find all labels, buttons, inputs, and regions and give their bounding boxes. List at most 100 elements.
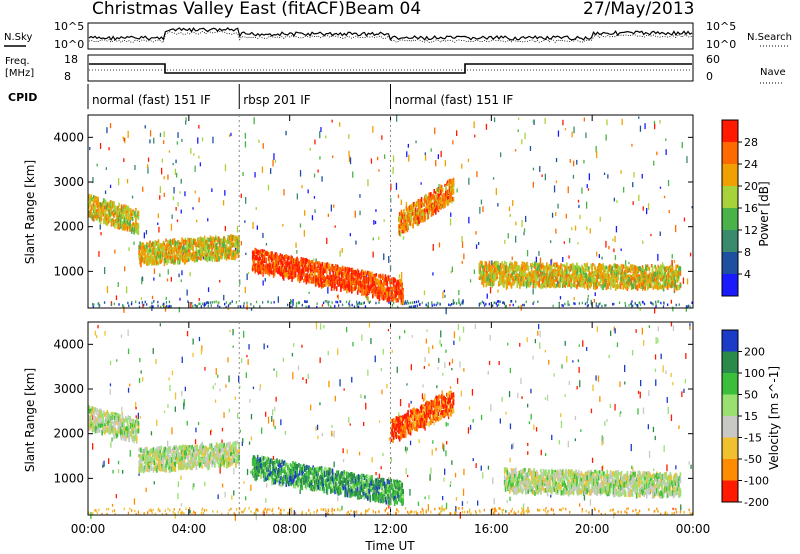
power-scatter-point: [504, 239, 506, 244]
power-band-cell: [531, 262, 534, 268]
power-scatter-point: [219, 279, 221, 283]
power-ground-scatter: [562, 304, 564, 307]
power-band-cell: [211, 252, 214, 258]
power-ground-scatter: [652, 303, 654, 306]
power-band-cell: [177, 256, 179, 261]
power-band-cell: [108, 202, 110, 208]
power-band-cell: [261, 254, 264, 260]
power-ground-scatter: [326, 300, 328, 303]
power-band-cell: [293, 269, 295, 275]
power-scatter-point: [108, 147, 110, 151]
power-scatter-point: [224, 190, 226, 196]
power-band-cell: [137, 223, 140, 229]
velocity-scatter-point: [217, 494, 219, 500]
power-scatter-point: [686, 278, 689, 285]
power-band-cell: [232, 234, 235, 240]
power-band-cell: [278, 267, 281, 274]
velocity-scatter-point: [221, 439, 223, 444]
power-band-cell: [558, 282, 561, 287]
power-band-cell: [663, 278, 666, 283]
power-band-cell: [613, 269, 615, 274]
power-ground-scatter: [341, 303, 344, 307]
power-colorbar-swatch: [722, 274, 738, 297]
power-band-cell: [314, 261, 317, 267]
power-band-cell: [177, 245, 180, 251]
power-scatter-point: [576, 159, 578, 165]
power-scatter-point: [176, 219, 179, 222]
power-band-cell: [446, 189, 449, 195]
power-band-cell: [326, 274, 329, 280]
power-band-cell: [303, 264, 305, 268]
power-band-cell: [267, 268, 270, 274]
power-band-cell: [418, 203, 420, 210]
power-band-cell: [481, 280, 483, 285]
power-scatter-point: [383, 253, 385, 260]
power-scatter-point: [319, 131, 321, 139]
power-band-cell: [424, 208, 426, 214]
power-ground-scatter: [502, 301, 504, 304]
velocity-scatter-point: [450, 481, 452, 484]
power-scatter-point: [377, 156, 379, 161]
power-band-cell: [446, 196, 449, 201]
power-band-cell: [159, 243, 161, 250]
velocity-scatter-point: [613, 326, 615, 332]
power-band-cell: [226, 248, 229, 252]
power-scatter-point: [615, 226, 618, 233]
power-band-cell: [658, 274, 661, 278]
power-band-cell: [101, 202, 103, 208]
power-band-cell: [197, 238, 199, 243]
power-band-cell: [436, 205, 439, 210]
power-band-cell: [591, 279, 593, 284]
power-band-cell: [130, 228, 133, 234]
power-band-cell: [284, 261, 287, 266]
power-band-cell: [502, 280, 504, 285]
power-band-cell: [232, 242, 235, 246]
power-scatter-point: [163, 176, 165, 180]
power-band-cell: [677, 278, 679, 283]
power-band-cell: [591, 265, 593, 271]
power-band-cell: [170, 259, 172, 264]
cpid-segment-label: rbsp 201 IF: [243, 93, 310, 107]
power-band-cell: [668, 281, 671, 287]
power-band-cell: [430, 196, 433, 201]
velocity-scatter-point: [391, 349, 393, 353]
power-band-cell: [268, 257, 271, 263]
power-scatter-point: [532, 288, 534, 295]
power-band-cell: [180, 251, 182, 255]
power-band-cell: [117, 205, 119, 212]
power-scatter-point: [614, 236, 616, 243]
power-scatter-point: [480, 199, 483, 205]
power-band-cell: [507, 265, 509, 271]
power-band-cell: [345, 281, 347, 286]
power-band-cell: [451, 189, 454, 196]
power-band-cell: [505, 262, 508, 266]
power-band-cell: [307, 263, 309, 268]
power-band-cell: [495, 277, 498, 281]
power-scatter-point: [539, 257, 542, 264]
power-band-cell: [529, 278, 531, 285]
power-scatter-point: [598, 254, 600, 258]
power-ground-scatter: [417, 300, 420, 303]
power-scatter-point: [445, 307, 447, 315]
power-ground-scatter: [110, 303, 113, 306]
power-band-cell: [619, 270, 621, 275]
power-band-cell: [209, 254, 211, 258]
power-band-cell: [423, 198, 425, 202]
velocity-scatter-point: [374, 355, 376, 363]
power-scatter-point: [307, 189, 309, 194]
power-band-cell: [224, 255, 226, 260]
power-band-cell: [288, 271, 291, 276]
power-band-cell: [121, 225, 124, 231]
nave-label: Nave: [760, 67, 786, 78]
power-band-cell: [318, 272, 320, 278]
velocity-scatter-point: [104, 330, 106, 336]
power-band-cell: [566, 262, 568, 268]
power-band-cell: [382, 277, 385, 283]
power-band-cell: [412, 201, 414, 207]
power-band-cell: [251, 267, 254, 272]
power-band-cell: [224, 237, 226, 243]
power-band-cell: [581, 273, 583, 280]
power-band-cell: [163, 242, 166, 247]
power-band-cell: [88, 199, 91, 206]
power-band-cell: [392, 297, 394, 302]
